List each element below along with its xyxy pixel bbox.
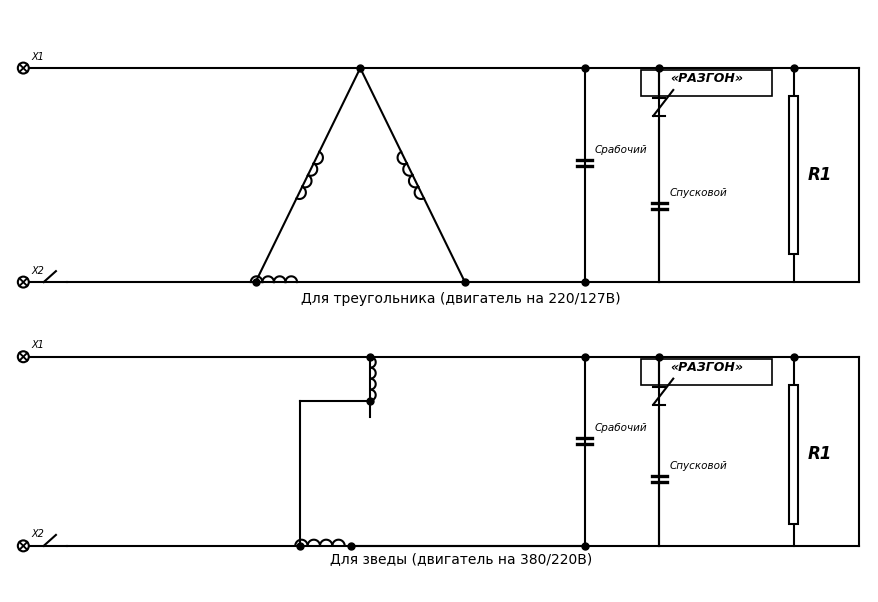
Text: R1: R1 [807,166,831,184]
Text: X1: X1 [32,340,45,350]
Text: X2: X2 [32,265,45,276]
Text: Для зведы (двигатель на 380/220В): Для зведы (двигатель на 380/220В) [329,552,592,566]
Text: «РАЗГОН»: «РАЗГОН» [669,361,742,374]
Text: R1: R1 [807,445,831,464]
Text: Срабочий: Срабочий [594,423,646,433]
Circle shape [18,351,29,362]
Text: Спусковой: Спусковой [668,188,726,198]
Text: X1: X1 [32,52,45,61]
Circle shape [18,541,29,551]
Circle shape [18,63,29,73]
Bar [788,96,797,254]
Text: Для треугольника (двигатель на 220/127В): Для треугольника (двигатель на 220/127В) [301,292,620,306]
Text: Срабочий: Срабочий [594,145,646,155]
Text: X2: X2 [32,529,45,539]
Bar [641,70,771,96]
Bar [641,359,771,385]
Circle shape [18,276,29,288]
Text: «РАЗГОН»: «РАЗГОН» [669,72,742,85]
Bar [788,385,797,524]
Text: Спусковой: Спусковой [668,461,726,471]
